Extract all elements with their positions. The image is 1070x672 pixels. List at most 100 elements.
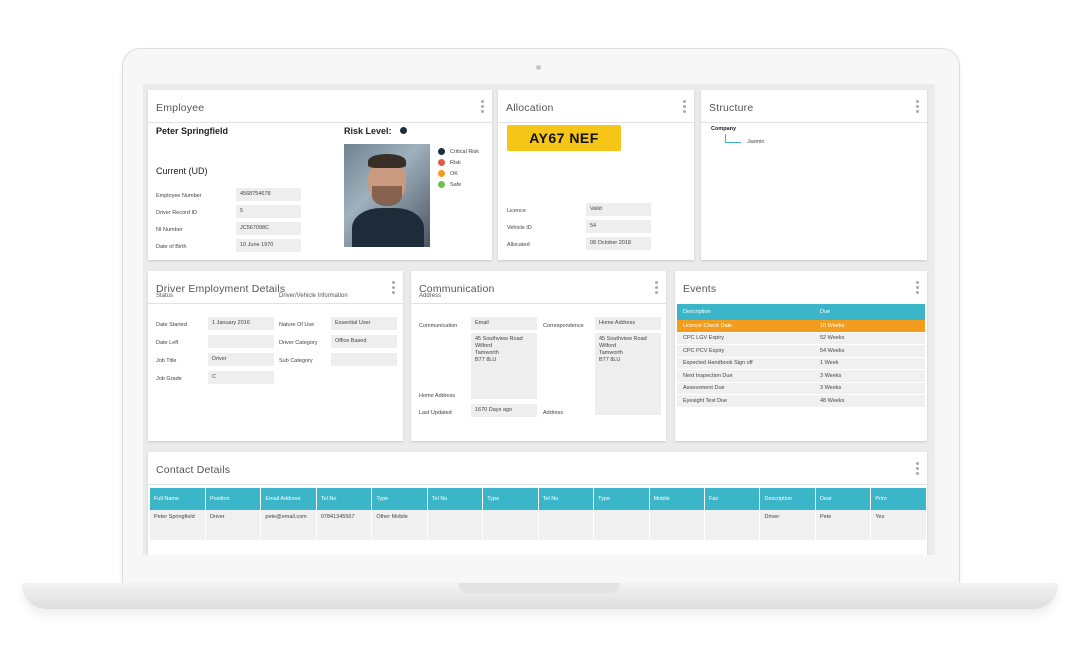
column-header[interactable]: Tel No [316,488,373,510]
contact-details-panel: Contact Details Full Name Position Email A… [148,452,927,555]
status-label: Status [156,293,174,299]
column-header[interactable]: Type [482,488,539,510]
nature-of-use-field: Essential User [331,317,397,330]
more-menu-icon[interactable] [916,100,919,115]
date-started-field: 1 January 2016 [208,317,274,330]
panel-title: Structure [709,102,754,114]
field-label: Job Grade [156,376,182,382]
column-header[interactable]: Tel No [538,488,595,510]
event-description: Licence Check Date [677,320,814,333]
field-label: Date Left [156,340,179,346]
table-row[interactable]: Expected Handbook Sign off 1 Week [677,357,925,370]
panel-title: Employee [156,102,205,114]
more-menu-icon[interactable] [392,281,395,296]
field-label: Date Started [156,322,187,328]
legend-item-safe: Safe [438,181,461,188]
field-label: Vehicle ID [507,225,532,231]
table-cell [593,510,650,540]
event-due: 52 Weeks [814,332,925,345]
column-header[interactable]: Tel No [427,488,484,510]
table-cell [538,510,595,540]
risk-level-label: Risk Level: [344,126,392,136]
legend-dot [438,170,445,177]
more-menu-icon[interactable] [683,100,686,115]
tree-root[interactable]: Company [711,126,737,132]
column-header[interactable]: Description [677,304,814,320]
vehicle-info-label: Driver/Vehicle Information [279,293,348,299]
employee-name: Peter Springfield [156,126,229,136]
event-due: 48 Weeks [814,394,925,408]
employee-number-field: 4568754678 [236,188,301,201]
legend-dot [438,181,445,188]
more-menu-icon[interactable] [655,281,658,296]
dob-field: 10 June 1970 [236,239,301,252]
correspondence-field: Home Address [595,317,661,330]
column-header[interactable]: Type [593,488,650,510]
table-cell [427,510,484,540]
table-row[interactable]: CPC LGV Expiry 52 Weeks [677,332,925,345]
divider [701,122,927,123]
table-row[interactable]: Eyesight Test Due 48 Weeks [677,394,925,408]
legend-dot [438,148,445,155]
divider [411,303,666,304]
table-cell: Peter Springfield [150,510,206,540]
field-label: Sub Category [279,358,313,364]
more-menu-icon[interactable] [481,100,484,115]
vehicle-id-field: 54 [586,220,651,233]
field-label: Allocated [507,242,530,248]
field-label: Address [543,410,564,416]
communication-field: Email [471,317,537,330]
driver-record-field: 5 [236,205,301,218]
event-description: Next Inspection Due [677,369,814,383]
table-row[interactable]: Next Inspection Due 3 Weeks [677,369,925,383]
more-menu-icon[interactable] [916,281,919,296]
tree-connector [725,142,741,143]
column-header[interactable]: Full Name [150,488,206,510]
panel-title: Events [683,283,717,295]
column-header[interactable]: Dear [815,488,872,510]
field-label: Date of Birth [156,244,187,250]
camera-icon [536,65,541,70]
table-row[interactable]: Assessment Due 3 Weeks [677,382,925,395]
column-header[interactable]: Position [205,488,262,510]
table-cell [704,510,761,540]
structure-panel: Structure Company Jasmin [701,90,927,260]
table-cell: Pete [815,510,872,540]
job-title-field: Driver [208,353,274,366]
panel-title: Contact Details [156,464,231,476]
field-label: Licence [507,208,526,214]
table-cell: Yes [870,510,927,540]
table-row[interactable]: Licence Check Date 10 Weeks [677,320,925,333]
column-header[interactable]: Email Address [260,488,317,510]
event-due: 3 Weeks [814,382,925,395]
column-header[interactable]: Prim [870,488,927,510]
panel-title: Communication [419,283,495,295]
legend-dot [438,159,445,166]
employee-panel: Employee Peter Springfield Current (UD) … [148,90,492,260]
column-header[interactable]: Type [371,488,428,510]
table-row[interactable]: CPC PCV Expiry 54 Weeks [677,344,925,358]
field-label: Nature Of Use [279,322,315,328]
tree-child[interactable]: Jasmin [747,139,765,145]
driver-employment-panel: Driver Employment Details Status Driver/… [148,271,403,441]
field-label: Home Address [419,393,456,399]
current-label: Current (UD) [156,166,208,176]
events-panel: Events Description Due Licence Check Dat… [675,271,927,441]
column-header[interactable]: Mobile [649,488,706,510]
table-cell: 07841345567 [316,510,373,540]
more-menu-icon[interactable] [916,462,919,477]
job-grade-field: C [208,371,274,384]
table-cell [482,510,539,540]
number-plate: AY67 NEF [507,125,621,151]
column-header[interactable]: Description [759,488,816,510]
table-row[interactable]: Peter Springfield Driver pete@email.com 078… [150,510,927,540]
field-label: Driver Category [279,340,318,346]
legend-item-critical: Critical Risk [438,148,479,155]
divider [148,303,403,304]
event-due: 54 Weeks [814,344,925,358]
column-header[interactable]: Fax [704,488,761,510]
event-description: CPC PCV Expiry [677,344,814,358]
home-address-box: 45 Southview Road Wilford Tamworth B77 8… [471,333,537,399]
column-header[interactable]: Due [814,304,925,320]
event-description: Expected Handbook Sign off [677,357,814,370]
